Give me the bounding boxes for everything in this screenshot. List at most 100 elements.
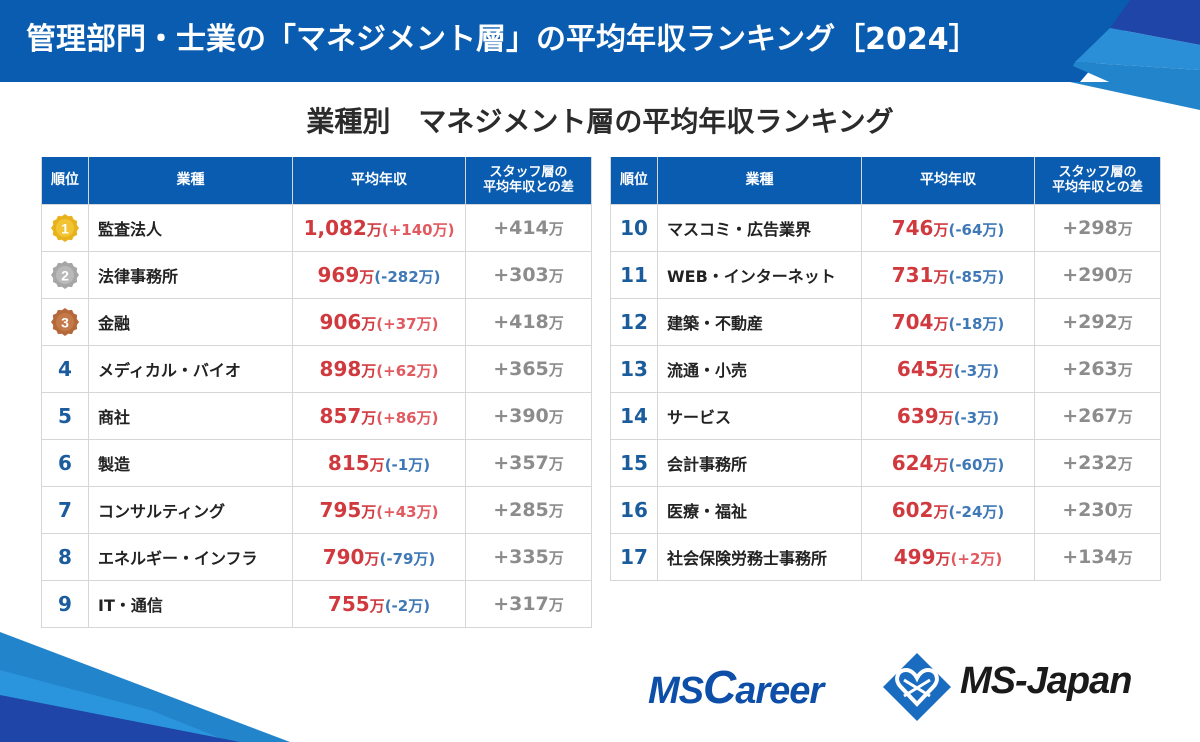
staff-diff-unit: 万 [548,407,564,426]
logo-area: MSCareer MS-Japan [648,652,1178,728]
industry-cell: マスコミ・広告業界 [657,203,862,252]
salary-cell: 755万(-2万) [292,579,466,628]
industry-cell: メディカル・バイオ [88,344,293,393]
salary-amount: 898 [319,356,362,381]
staff-diff-value: +267 [1062,404,1118,427]
staff-diff-value: +298 [1062,216,1118,239]
salary-change: (-60万) [948,455,1005,474]
salary-unit: 万 [938,408,954,427]
salary-amount: 746 [891,215,934,240]
rank-cell: 10 [610,203,658,252]
staff-diff-value: +292 [1062,310,1118,333]
rank-number: 17 [620,544,648,569]
salary-cell: 731万(-85万) [861,250,1035,299]
ms-japan-heart-icon [883,653,951,721]
industry-cell: 商社 [88,391,293,440]
salary-amount: 815 [327,450,370,475]
header-band: 管理部門・士業の「マネジメント層」の平均年収ランキング［2024］ [0,0,1200,82]
gold-medal-icon: 1 [51,213,79,242]
salary-change: (-3万) [953,408,1000,427]
salary-change: (-64万) [948,220,1005,239]
salary-amount: 795 [319,497,362,522]
salary-change: (-24万) [948,502,1005,521]
rank-number: 4 [58,356,72,381]
staff-diff-value: +263 [1062,357,1118,380]
industry-cell: 社会保険労務士事務所 [657,532,862,581]
salary-amount: 857 [319,403,362,428]
table-row: 8 エネルギー・インフラ 790万(-79万) +335万 [41,532,592,581]
header-staff-diff: スタッフ層の 平均年収との差 [465,157,592,205]
table-row: 14 サービス 639万(-3万) +267万 [610,391,1161,440]
staff-diff-unit: 万 [1117,266,1133,285]
salary-unit: 万 [933,502,949,521]
staff-diff-cell: +232万 [1034,438,1161,487]
salary-cell: 645万(-3万) [861,344,1035,393]
salary-amount: 1,082 [303,215,367,240]
table-row: 4 メディカル・バイオ 898万(+62万) +365万 [41,344,592,393]
salary-change: (+62万) [376,361,439,380]
staff-diff-cell: +414万 [465,203,592,252]
rank-number: 15 [620,450,648,475]
rank-cell: 1 [41,203,89,252]
staff-diff-unit: 万 [548,219,564,238]
table-row: 12 建築・不動産 704万(-18万) +292万 [610,297,1161,346]
salary-cell: 1,082万(+140万) [292,203,466,252]
rank-cell: 4 [41,344,89,393]
industry-cell: 流通・小売 [657,344,862,393]
header-industry: 業種 [88,157,293,205]
table-row: 1 監査法人 1,082万(+140万) +414万 [41,203,592,252]
table-row: 15 会計事務所 624万(-60万) +232万 [610,438,1161,487]
salary-cell: 499万(+2万) [861,532,1035,581]
rank-number: 6 [58,450,72,475]
staff-diff-unit: 万 [1117,501,1133,520]
industry-cell: 監査法人 [88,203,293,252]
salary-cell: 602万(-24万) [861,485,1035,534]
industry-cell: WEB・インターネット [657,250,862,299]
staff-diff-cell: +357万 [465,438,592,487]
table-row: 6 製造 815万(-1万) +357万 [41,438,592,487]
staff-diff-value: +232 [1062,451,1118,474]
industry-cell: 金融 [88,297,293,346]
salary-unit: 万 [933,314,949,333]
header-salary: 平均年収 [292,157,466,205]
staff-diff-value: +134 [1062,545,1118,568]
salary-unit: 万 [359,267,375,286]
salary-cell: 746万(-64万) [861,203,1035,252]
salary-cell: 969万(-282万) [292,250,466,299]
staff-diff-unit: 万 [1117,407,1133,426]
salary-amount: 645 [896,356,939,381]
page-title: 管理部門・士業の「マネジメント層」の平均年収ランキング［2024］ [26,22,979,57]
salary-unit: 万 [361,361,377,380]
salary-unit: 万 [935,549,951,568]
industry-cell: 建築・不動産 [657,297,862,346]
industry-cell: サービス [657,391,862,440]
svg-text:3: 3 [61,314,69,330]
table-row: 3 金融 906万(+37万) +418万 [41,297,592,346]
rank-cell: 3 [41,297,89,346]
ranking-table-right: 順位 業種 平均年収 スタッフ層の 平均年収との差 10 マスコミ・広告業界 746… [610,157,1161,581]
salary-change: (-85万) [948,267,1005,286]
staff-diff-unit: 万 [548,360,564,379]
rank-number: 10 [620,215,648,240]
salary-change: (+37万) [376,314,439,333]
industry-cell: 製造 [88,438,293,487]
staff-diff-value: +285 [493,498,549,521]
table-row: 16 医療・福祉 602万(-24万) +230万 [610,485,1161,534]
salary-amount: 704 [891,309,934,334]
salary-change: (-3万) [953,361,1000,380]
rank-cell: 13 [610,344,658,393]
staff-diff-value: +414 [493,216,549,239]
table-row: 2 法律事務所 969万(-282万) +303万 [41,250,592,299]
header-decoration-tail [1070,82,1200,110]
rank-number: 8 [58,544,72,569]
mscareer-logo: MSCareer [648,661,824,713]
table-row: 10 マスコミ・広告業界 746万(-64万) +298 万 [610,203,1161,252]
staff-diff-value: +317 [493,592,549,615]
staff-diff-cell: +230万 [1034,485,1161,534]
salary-amount: 639 [896,403,939,428]
salary-cell: 815万(-1万) [292,438,466,487]
salary-unit: 万 [933,220,949,239]
rank-number: 13 [620,356,648,381]
staff-diff-unit: 万 [548,454,564,473]
salary-unit: 万 [938,361,954,380]
